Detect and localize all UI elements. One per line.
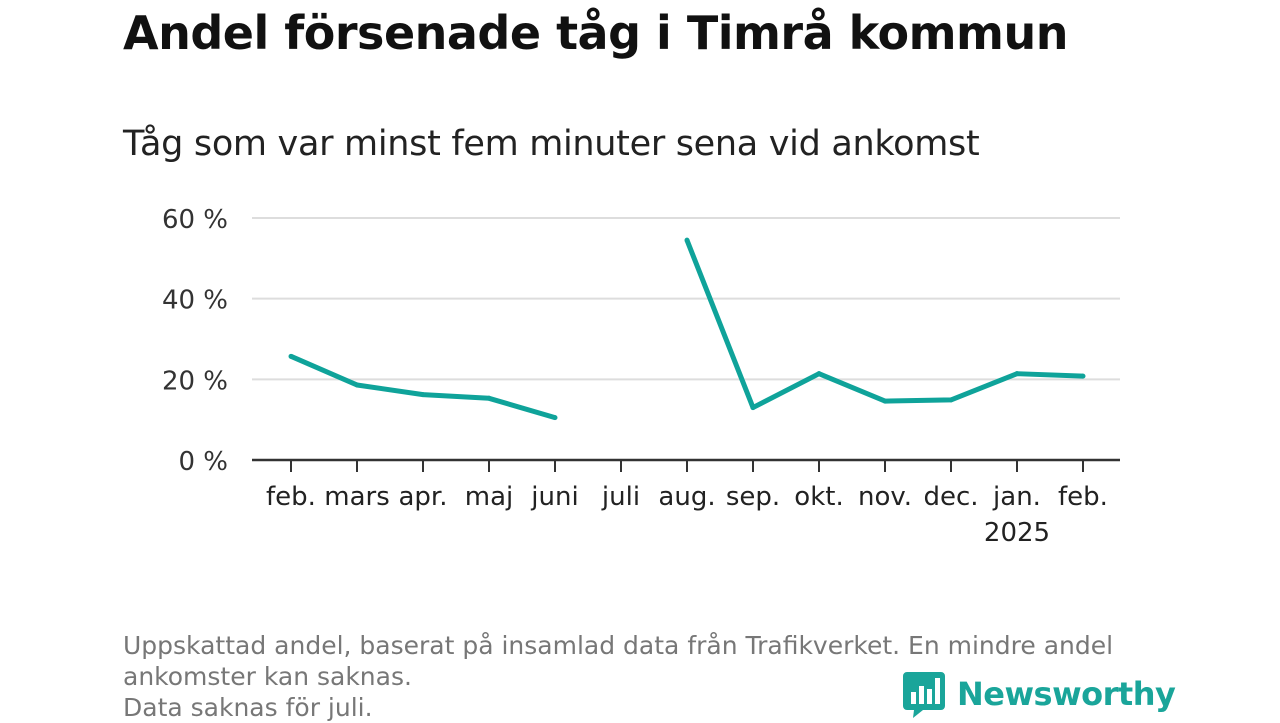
- line-chart: 0 % 20 % 40 % 60 % feb. mars apr. maj juni juli au…: [162, 205, 1120, 548]
- data-point: [354, 382, 360, 388]
- y-tick-label: 60 %: [162, 205, 228, 235]
- data-point: [420, 392, 426, 398]
- x-tick-label: juli: [601, 482, 640, 512]
- data-point: [882, 398, 888, 404]
- data-point: [948, 397, 954, 403]
- data-point: [816, 371, 822, 377]
- x-tick-label: maj: [465, 482, 513, 512]
- source-note: Uppskattad andel, baserat på insamlad da…: [123, 630, 1163, 723]
- x-tick-label: mars: [324, 482, 390, 512]
- data-point: [486, 395, 492, 401]
- x-tick-label: sep.: [726, 482, 780, 512]
- data-point: [1014, 371, 1020, 377]
- x-tick-label: okt.: [794, 482, 843, 512]
- note-line: Uppskattad andel, baserat på insamlad da…: [123, 631, 1114, 691]
- x-tick-label: aug.: [658, 482, 715, 512]
- y-tick-label: 0 %: [178, 447, 228, 477]
- x-tick-label: jan.: [992, 482, 1041, 512]
- data-point: [684, 237, 690, 243]
- x-tick-label: nov.: [858, 482, 912, 512]
- brand-name: Newsworthy: [957, 675, 1176, 713]
- data-point: [288, 353, 294, 359]
- data-point: [552, 415, 558, 421]
- brand-logo: Newsworthy: [903, 670, 1176, 718]
- y-tick-label: 40 %: [162, 286, 228, 316]
- x-tick-label: juni: [530, 482, 578, 512]
- data-point: [750, 405, 756, 411]
- x-tick-label: feb.: [266, 482, 316, 512]
- x-tick-label: apr.: [398, 482, 447, 512]
- series-line: [290, 354, 556, 421]
- x-tick-label: feb.: [1058, 482, 1108, 512]
- x-tick-label: dec.: [923, 482, 978, 512]
- y-tick-label: 20 %: [162, 366, 228, 396]
- x-year-label: 2025: [984, 518, 1050, 548]
- series-line: [684, 239, 1084, 411]
- chart-subtitle: Tåg som var minst fem minuter sena vid a…: [123, 124, 980, 164]
- newsworthy-logo-icon: [903, 672, 945, 718]
- data-point: [1080, 373, 1086, 379]
- note-line: Data saknas för juli.: [123, 693, 373, 722]
- chart-title: Andel försenade tåg i Timrå kommun: [123, 6, 1068, 60]
